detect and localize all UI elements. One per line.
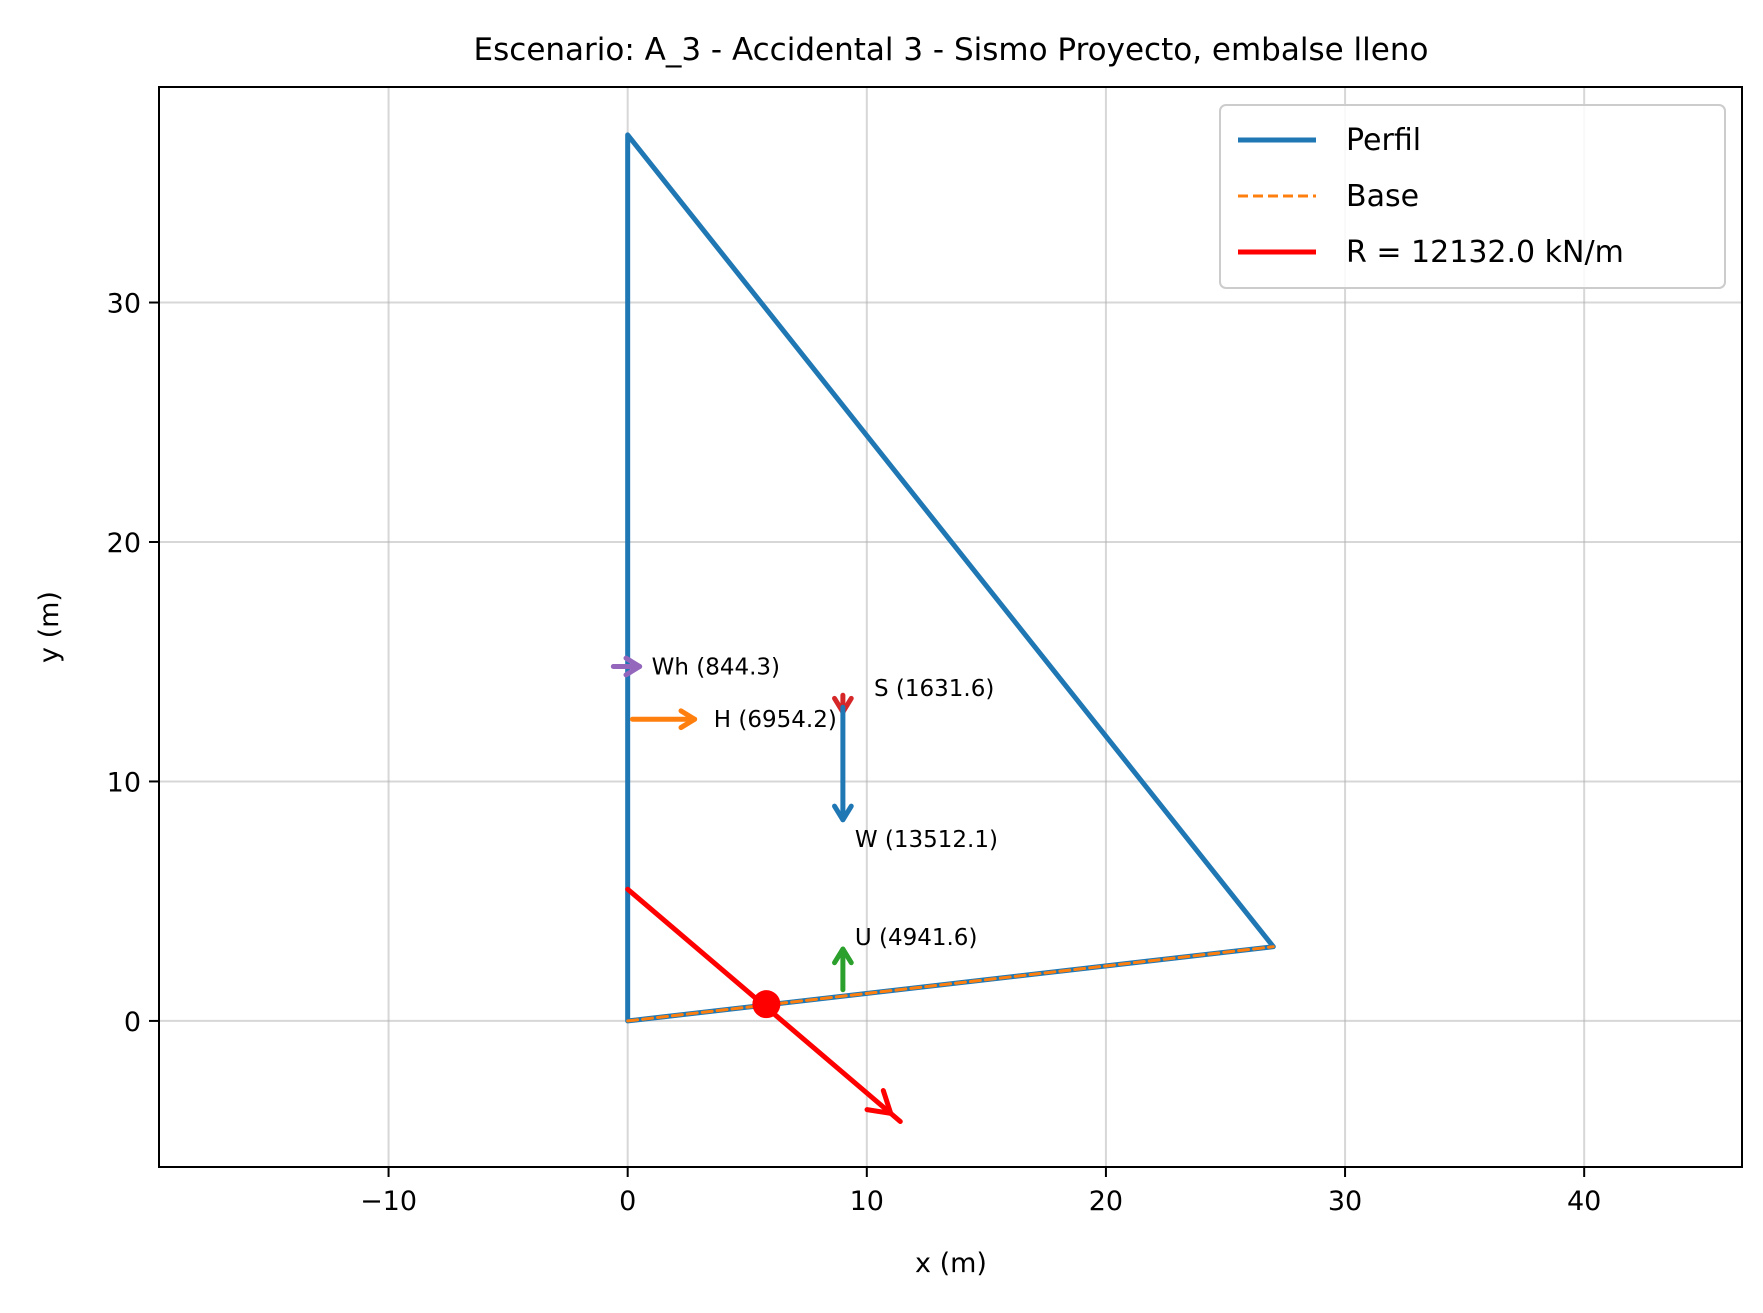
x-tick-label: 0 bbox=[619, 1186, 636, 1217]
base-line bbox=[626, 945, 1275, 1023]
legend: Perfil Base R = 12132.0 kN/m bbox=[1219, 104, 1726, 289]
x-tick-label: 10 bbox=[850, 1186, 884, 1217]
x-tick-label: 30 bbox=[1328, 1186, 1362, 1217]
force-label: U (4941.6) bbox=[855, 925, 978, 951]
force-label: W (13512.1) bbox=[855, 827, 998, 853]
y-tick-label: 20 bbox=[107, 528, 141, 559]
y-tick-label: 0 bbox=[124, 1007, 141, 1038]
legend-label: Base bbox=[1346, 179, 1419, 214]
force-label: Wh (844.3) bbox=[652, 655, 780, 681]
force-arrow-head bbox=[832, 803, 854, 823]
plot-area bbox=[610, 132, 1276, 1125]
x-axis-label: x (m) bbox=[915, 1248, 987, 1279]
resultant-point bbox=[752, 990, 781, 1019]
y-tick-label: 10 bbox=[107, 767, 141, 798]
force-label: H (6954.2) bbox=[714, 707, 837, 733]
plot-frame bbox=[158, 86, 1743, 1168]
y-tick-label: 30 bbox=[107, 289, 141, 320]
chart-title: Escenario: A_3 - Accidental 3 - Sismo Pr… bbox=[474, 32, 1429, 68]
legend-label: Perfil bbox=[1346, 123, 1421, 158]
force-arrow-head bbox=[678, 708, 698, 731]
legend-box bbox=[1219, 104, 1726, 289]
force-arrow-head bbox=[832, 946, 854, 966]
y-axis-label: y (m) bbox=[34, 591, 65, 663]
tick-layer: −10 0 10 20 30 40 0 10 20 30 bbox=[107, 289, 1602, 1217]
force-arrow-head bbox=[623, 655, 643, 678]
data-layer: Wh (844.3) H (6954.2) S (1631.6) W (13512.1… bbox=[610, 132, 1276, 1125]
x-tick-label: −10 bbox=[360, 1186, 417, 1217]
x-tick-label: 20 bbox=[1089, 1186, 1123, 1217]
x-tick-label: 40 bbox=[1567, 1186, 1601, 1217]
resultant-arrowhead bbox=[864, 1088, 894, 1116]
force-label: S (1631.6) bbox=[874, 676, 994, 702]
legend-label: R = 12132.0 kN/m bbox=[1346, 235, 1624, 270]
